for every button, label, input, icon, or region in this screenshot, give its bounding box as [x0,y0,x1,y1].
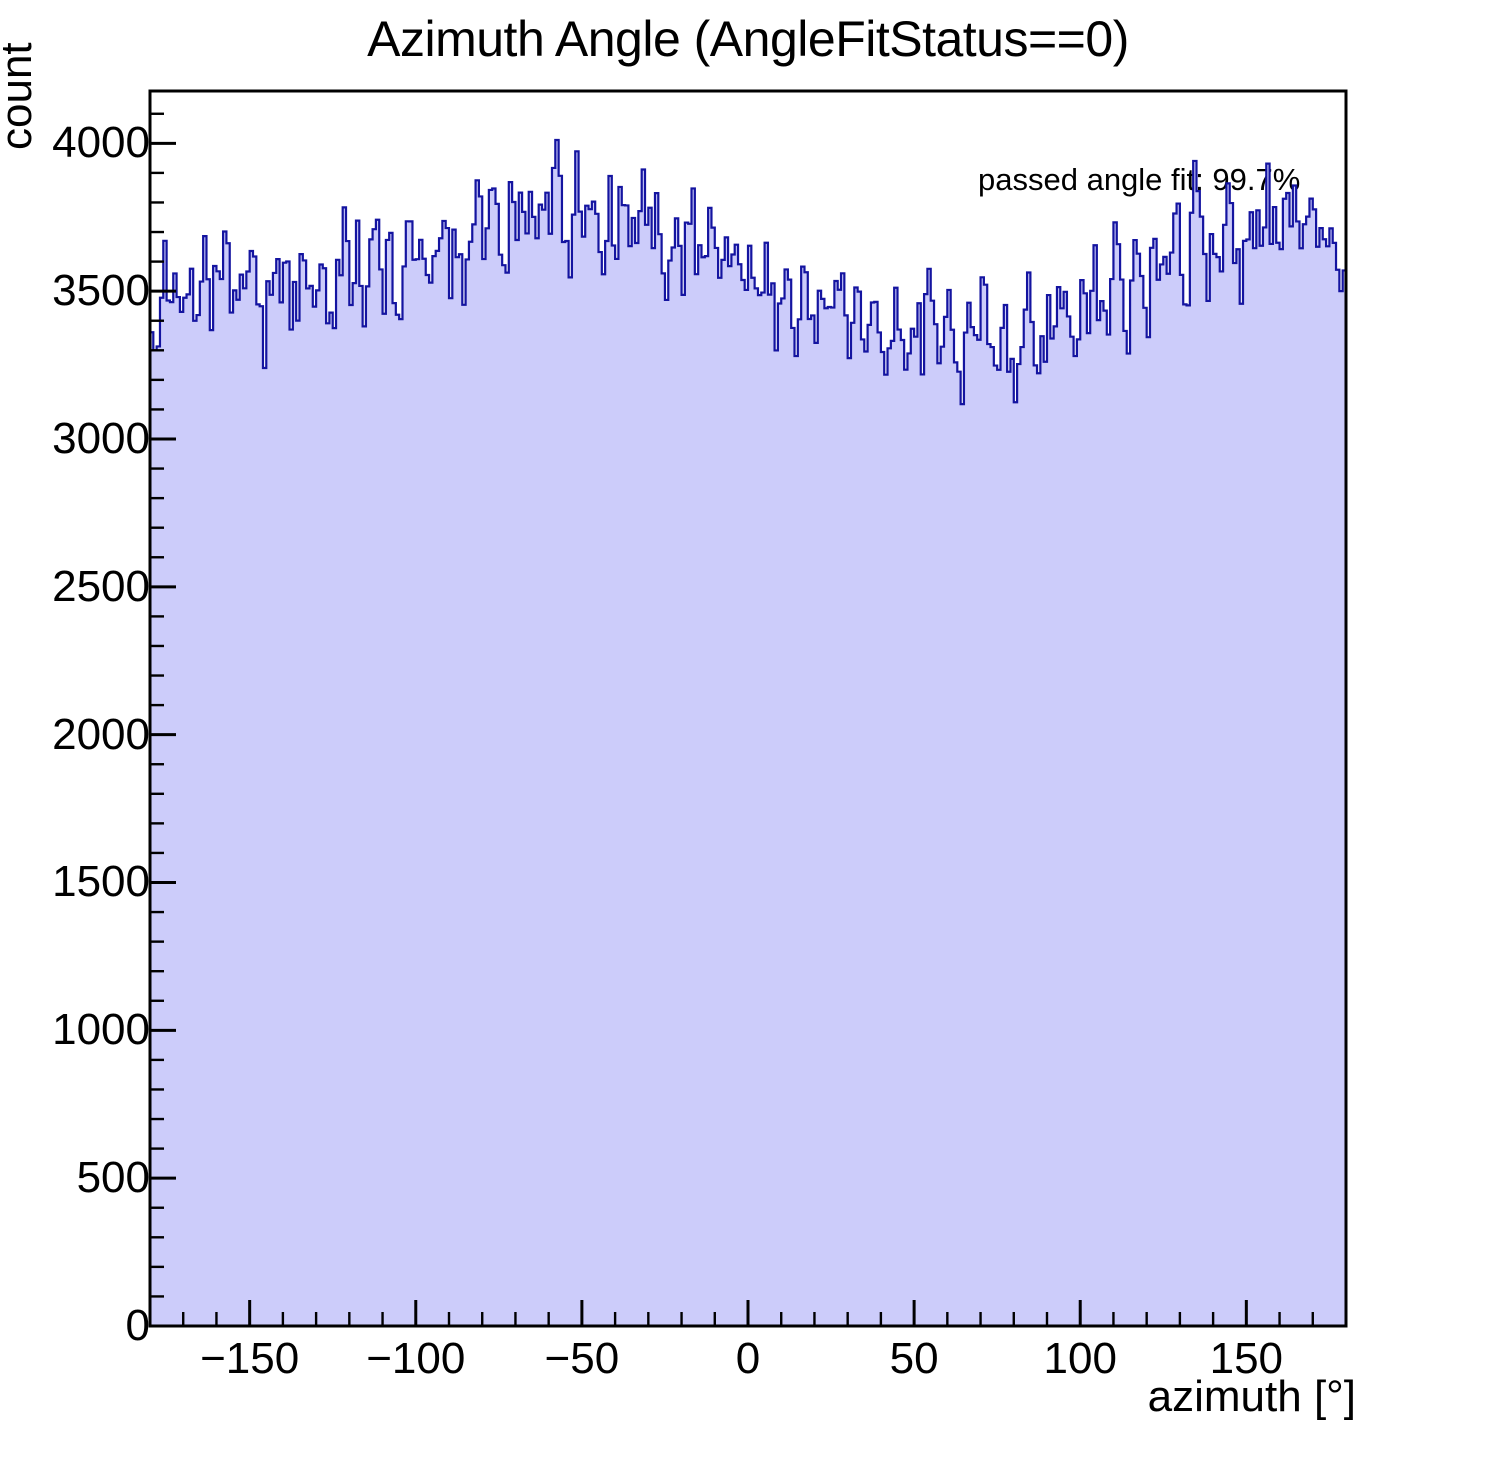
annotation-passed-angle-fit: passed angle fit: 99.7% [978,162,1301,197]
y-tick-label: 0 [125,1301,150,1350]
y-tick-label: 4000 [52,118,150,168]
y-tick-label: 1500 [52,857,150,907]
x-tick-label: −50 [544,1334,620,1383]
y-tick-label: 1000 [52,1005,150,1055]
page-title: Azimuth Angle (AngleFitStatus==0) [367,11,1129,67]
x-tick-label: −100 [366,1334,466,1383]
y-tick-label: 3000 [52,413,150,463]
x-axis-title: azimuth [°] [1147,1372,1356,1421]
y-tick-label: 3500 [52,266,150,316]
y-tick-label: 2000 [52,709,150,759]
histogram-outline [150,138,1346,406]
y-tick-label: 500 [76,1153,150,1203]
x-tick-label: 0 [735,1334,761,1383]
x-tick-label: 50 [889,1334,939,1383]
y-tick-label: 2500 [52,561,150,611]
histogram-fill [150,140,1346,1326]
x-tick-label: 150 [1209,1334,1284,1383]
x-tick-label: −150 [200,1334,300,1383]
x-tick-label: 100 [1043,1334,1117,1383]
